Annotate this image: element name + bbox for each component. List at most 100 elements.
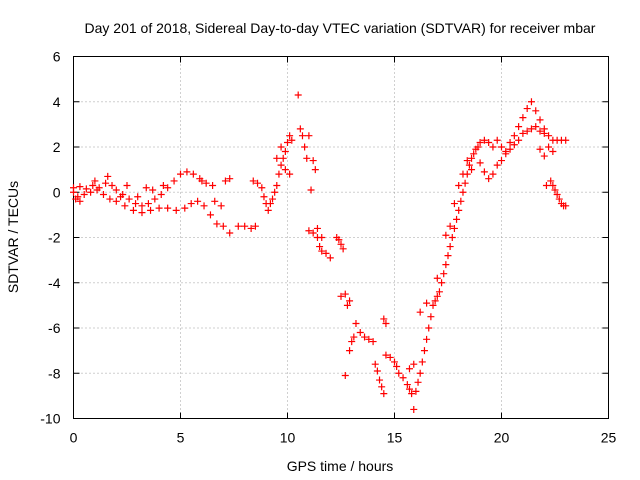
data-point [241,222,249,230]
data-point [403,381,411,389]
data-point [515,136,523,144]
data-point [527,98,535,106]
data-point [346,297,354,305]
data-point [431,297,439,305]
x-tick-labels: 0 5 10 15 20 25 [70,430,617,446]
data-point [506,145,514,153]
data-point [418,358,426,366]
data-point [450,224,458,232]
y-tick-label: -2 [48,230,61,246]
data-point [187,200,195,208]
data-point [164,204,172,212]
data-point [361,333,369,341]
data-point [540,125,548,133]
data-point [373,367,381,375]
data-point [420,347,428,355]
y-tick-label: 6 [53,49,61,65]
y-tick-labels: -10 -8 -6 -4 -2 0 2 4 6 [40,49,60,427]
data-point [455,206,463,214]
data-point [414,378,422,386]
data-point [536,116,544,124]
data-point [275,170,283,178]
data-point [468,154,476,162]
data-point [532,107,540,115]
data-point [99,191,107,199]
data-point [258,184,266,192]
data-point [307,186,315,194]
data-point [254,179,262,187]
x-tick-label: 15 [387,430,403,446]
data-point [194,197,202,205]
chart-title: Day 201 of 2018, Sidereal Day-to-day VTE… [85,20,596,36]
data-point [438,279,446,287]
data-point [159,181,167,189]
x-tick-label: 10 [280,430,296,446]
data-point [553,191,561,199]
data-point [326,254,334,262]
data-point [309,229,317,237]
data-point [551,186,559,194]
data-point [89,181,97,189]
x-tick-label: 25 [601,430,617,446]
data-point [76,183,84,191]
data-point [515,123,523,131]
data-point [455,181,463,189]
data-point [446,243,454,251]
data-point [545,132,553,140]
data-point [378,383,386,391]
data-point [405,385,413,393]
data-point [87,188,95,196]
data-point [337,240,345,248]
data-point [288,136,296,144]
series-track-3 [72,172,234,210]
data-point [303,154,311,162]
y-tick-label: 2 [53,139,61,155]
data-point [181,204,189,212]
data-point [350,333,358,341]
data-point [393,362,401,370]
data-point [202,179,210,187]
data-point [311,166,319,174]
grid-lines [73,56,609,419]
data-point [273,154,281,162]
data-point [446,222,454,230]
data-point [134,193,142,201]
data-point [281,148,289,156]
data-point [284,138,291,146]
data-point [305,227,313,235]
data-point [183,168,191,176]
data-point [386,353,394,361]
data-point [271,188,279,196]
data-point [219,222,227,230]
data-point [485,175,493,183]
data-point [423,335,431,343]
axis-ticks [73,56,609,419]
data-point [138,202,146,210]
data-point [147,206,155,214]
data-point [542,181,550,189]
data-point [80,191,88,199]
data-point [266,200,274,208]
data-point [277,161,285,169]
data-point [545,143,553,151]
series-track-1 [70,168,217,210]
data-point [453,215,461,223]
data-point [356,329,364,337]
data-point [519,114,527,122]
data-point [540,152,548,160]
data-point [412,387,420,395]
data-point [450,200,458,208]
data-point [121,202,129,210]
data-point [444,252,452,260]
data-point [457,197,465,205]
data-point [198,177,206,185]
data-point [301,143,309,151]
data-point [405,365,413,373]
data-point [309,157,317,165]
y-tick-label: -6 [48,320,61,336]
data-point [382,319,390,327]
data-point [468,166,476,174]
data-point [108,181,116,189]
data-point [408,390,416,398]
data-point [365,335,373,343]
